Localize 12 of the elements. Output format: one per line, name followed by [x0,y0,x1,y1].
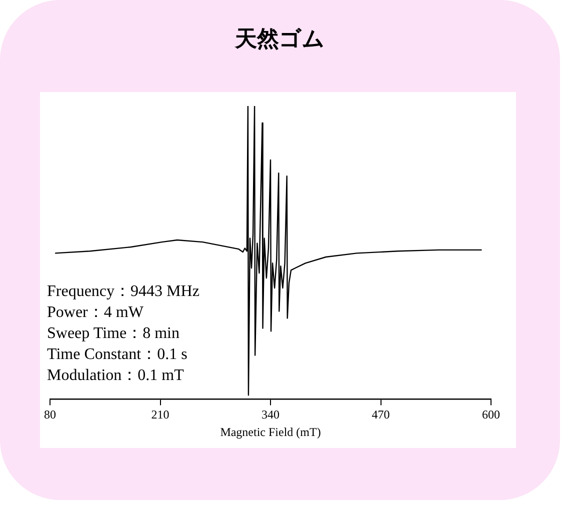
annotation: Modulation：0.1 mT [47,367,184,384]
annotation: Frequency：9443 MHz [47,283,200,300]
annotation: Time Constant：0.1 s [47,346,188,364]
annotation: Power：4 mW [47,304,144,322]
x-axis-title: Magnetic Field (mT) [220,424,321,439]
chart-title: 天然ゴム [234,26,326,54]
x-tick-label: 600 [482,408,500,422]
x-tick-label: 340 [262,408,280,422]
x-tick-label: 210 [151,408,170,422]
annotation: Sweep Time：8 min [47,325,180,342]
x-tick-label: 80 [44,408,56,422]
x-tick-label: 470 [372,408,390,422]
